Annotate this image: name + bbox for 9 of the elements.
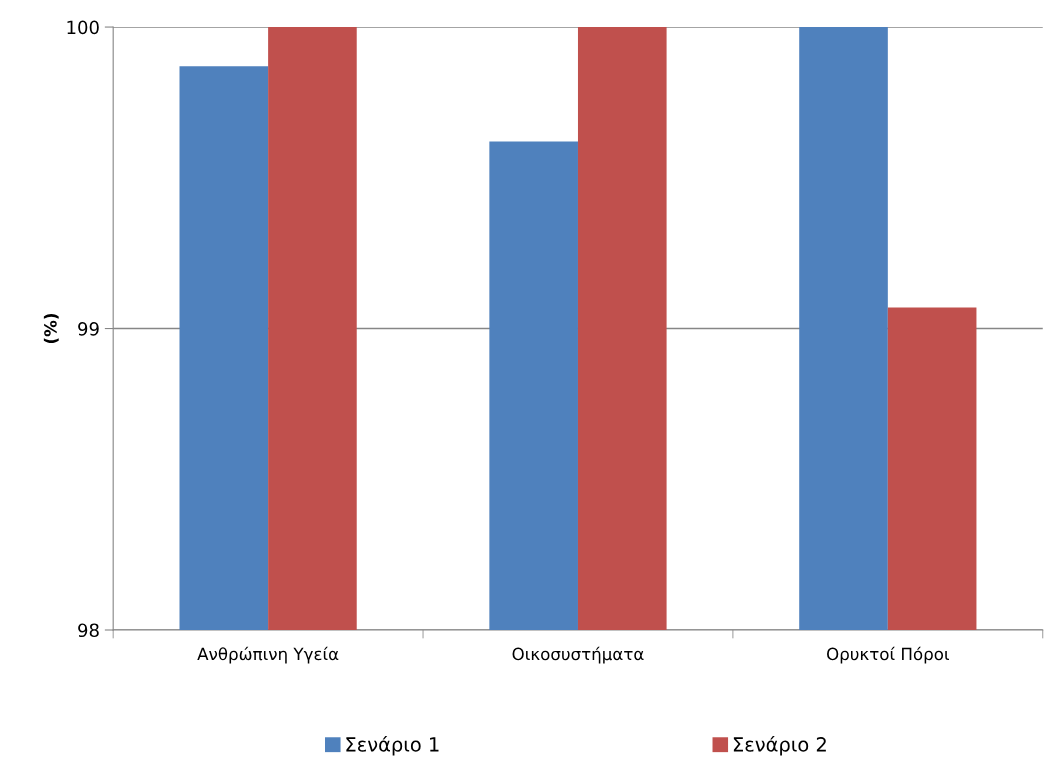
x-tick-label: Οικοσυστήματα — [512, 646, 644, 664]
y-axis-title: (%) — [43, 313, 59, 344]
y-tick-label: 99 — [78, 321, 99, 336]
x-tick-label: Ορυκτοί Πόροι — [827, 646, 949, 664]
legend-label: Σενάριο 2 — [733, 735, 826, 756]
y-tick-label: 98 — [78, 623, 99, 638]
x-tick-label: Ανθρώπινη Υγεία — [197, 646, 339, 664]
legend-label: Σενάριο 1 — [346, 735, 439, 756]
y-tick-label: 100 — [67, 20, 99, 35]
